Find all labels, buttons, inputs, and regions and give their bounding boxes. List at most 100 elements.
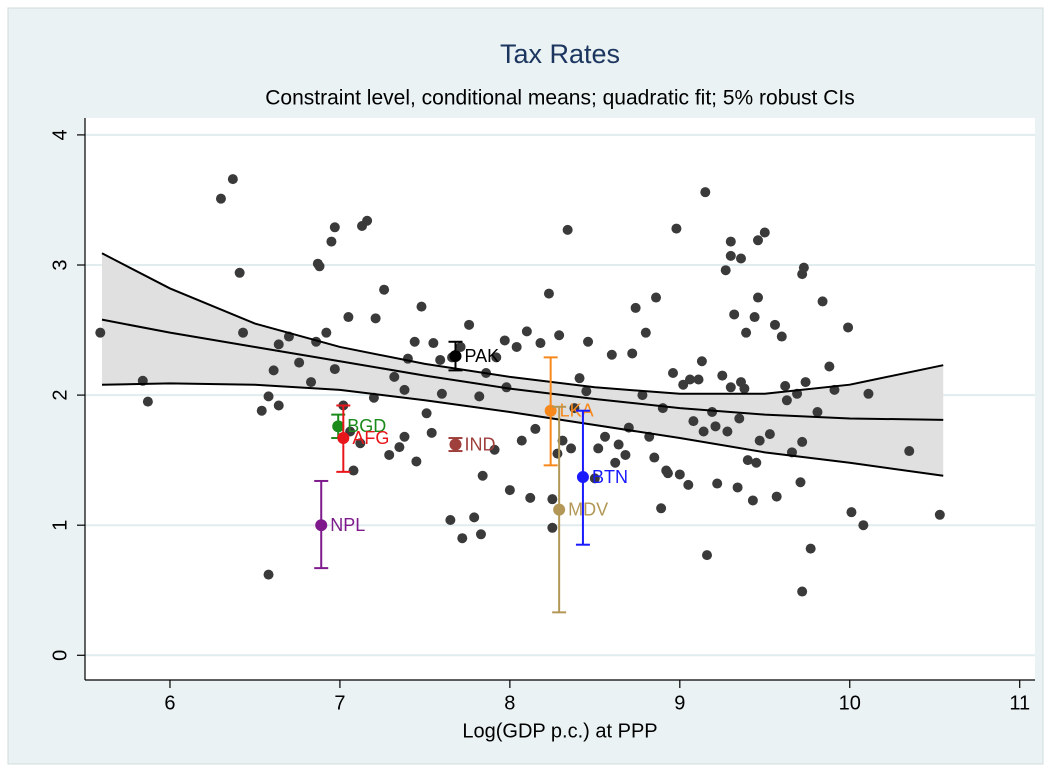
data-point — [739, 383, 750, 394]
data-point — [362, 215, 373, 226]
data-point — [370, 313, 381, 324]
data-point — [547, 494, 558, 505]
data-point — [685, 374, 696, 385]
data-point — [661, 465, 672, 476]
data-point — [234, 267, 245, 278]
data-point — [657, 403, 668, 414]
data-point — [294, 357, 305, 368]
y-tick-label: 4 — [49, 129, 71, 140]
highlight-label: BTN — [592, 467, 628, 487]
scatter-points — [95, 174, 945, 597]
data-point — [511, 341, 522, 352]
data-point — [416, 301, 427, 312]
data-point — [411, 456, 422, 467]
data-point — [698, 426, 709, 437]
data-point — [606, 349, 617, 360]
data-point — [693, 374, 704, 385]
data-point — [846, 507, 857, 518]
data-point — [702, 550, 713, 561]
data-point — [769, 319, 780, 330]
data-point — [759, 227, 770, 238]
highlight-point — [315, 519, 328, 532]
data-point — [263, 391, 274, 402]
data-point — [227, 174, 238, 185]
data-point — [600, 431, 611, 442]
x-tick-label: 8 — [504, 692, 515, 714]
data-point — [817, 296, 828, 307]
data-point — [428, 338, 439, 349]
data-point — [776, 331, 787, 342]
data-point — [238, 327, 249, 338]
data-point — [525, 492, 536, 503]
highlight-point — [553, 503, 566, 516]
x-tick-label: 10 — [839, 692, 861, 714]
data-point — [394, 442, 405, 453]
data-point — [752, 292, 763, 303]
data-point — [780, 380, 791, 391]
data-point — [581, 386, 592, 397]
data-point — [457, 533, 468, 544]
data-point — [516, 435, 527, 446]
data-point — [800, 377, 811, 388]
data-point — [554, 330, 565, 341]
highlight-point — [449, 350, 462, 363]
data-point — [504, 485, 515, 496]
data-point — [409, 336, 420, 347]
data-point — [530, 423, 541, 434]
data-point — [671, 223, 682, 234]
data-point — [725, 382, 736, 393]
data-point — [355, 438, 366, 449]
data-point — [268, 365, 279, 376]
data-point — [477, 470, 488, 481]
data-point — [521, 326, 532, 337]
data-point — [725, 236, 736, 247]
data-point — [435, 354, 446, 365]
data-point — [812, 407, 823, 418]
highlight-point — [576, 471, 589, 484]
data-point — [863, 388, 874, 399]
data-point — [754, 435, 765, 446]
data-point — [491, 352, 502, 363]
data-point — [464, 319, 475, 330]
chart-title: Tax Rates — [500, 39, 620, 69]
data-point — [637, 390, 648, 401]
data-point — [389, 371, 400, 382]
x-tick-label: 7 — [334, 692, 345, 714]
data-point — [797, 269, 808, 280]
data-point — [593, 443, 604, 454]
data-point — [384, 449, 395, 460]
x-tick-label: 11 — [1009, 692, 1030, 714]
fit-line — [101, 318, 944, 421]
x-tick-label: 9 — [674, 692, 685, 714]
data-point — [843, 322, 854, 333]
data-point — [475, 529, 486, 540]
data-point — [797, 436, 808, 447]
data-point — [329, 364, 340, 375]
y-tick-label: 0 — [49, 650, 71, 661]
data-point — [729, 309, 740, 320]
highlight-label: BGD — [347, 416, 386, 436]
x-axis-label: Log(GDP p.c.) at PPP — [462, 720, 657, 742]
data-point — [630, 302, 641, 313]
y-tick-label: 1 — [49, 520, 71, 531]
data-point — [668, 367, 679, 378]
data-point — [474, 391, 485, 402]
data-point — [734, 413, 745, 424]
ci-band — [101, 253, 944, 476]
data-point — [326, 236, 337, 247]
data-point — [215, 193, 226, 204]
data-point — [649, 452, 660, 463]
data-point — [696, 356, 707, 367]
data-point — [543, 288, 554, 299]
data-point — [824, 361, 835, 372]
data-point — [700, 187, 711, 198]
y-tick-label: 3 — [49, 259, 71, 270]
data-point — [656, 503, 667, 514]
data-point — [547, 522, 558, 533]
data-point — [797, 586, 808, 597]
highlight-point — [337, 432, 350, 445]
data-point — [379, 284, 390, 295]
data-point — [627, 348, 638, 359]
